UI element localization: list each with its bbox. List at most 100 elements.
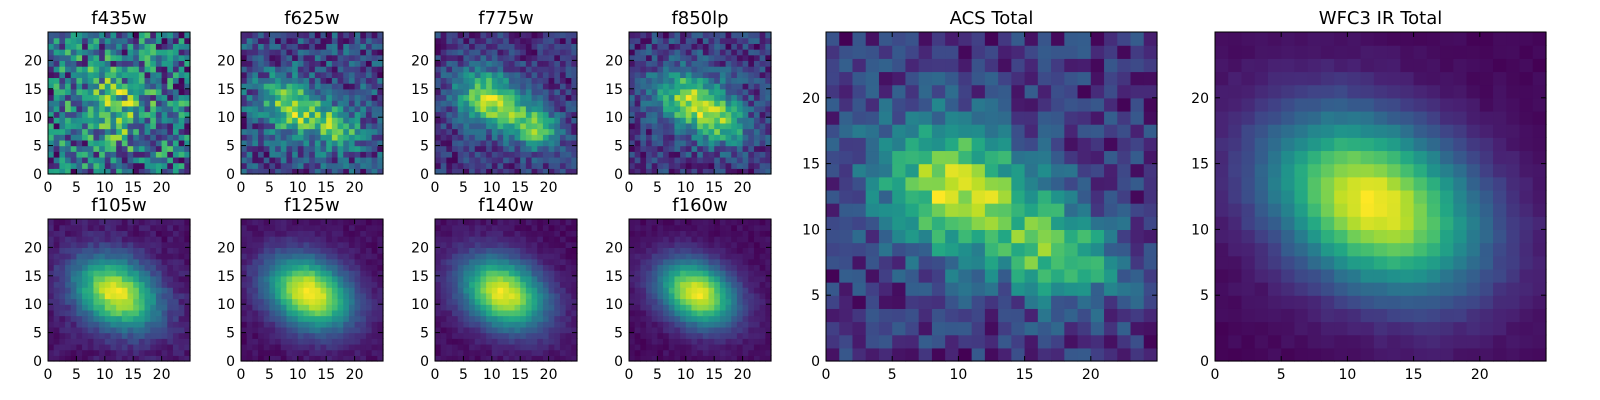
heatmap-cell <box>1347 255 1362 270</box>
heatmap-cell <box>480 145 487 152</box>
heatmap-cell <box>161 298 168 305</box>
heatmap-cell <box>714 134 721 141</box>
heatmap-cell <box>314 88 322 96</box>
heatmap-cell <box>685 105 693 113</box>
heatmap-cell <box>497 83 504 90</box>
heatmap-cell <box>503 151 510 158</box>
heatmap-cell <box>104 241 112 248</box>
heatmap-cell <box>184 287 191 294</box>
heatmap-cell <box>1334 347 1348 362</box>
heatmap-cell <box>1130 295 1145 309</box>
heatmap-cell <box>486 122 493 130</box>
heatmap-cell <box>497 94 504 101</box>
heatmap-cell <box>155 258 163 266</box>
heatmap-cell <box>246 315 253 322</box>
heatmap-cell <box>1413 150 1428 165</box>
heatmap-cell <box>657 77 664 84</box>
heatmap-cell <box>371 168 378 175</box>
heatmap-cell <box>252 355 259 362</box>
heatmap-cell <box>736 122 744 130</box>
heatmap-cell <box>59 111 66 118</box>
heatmap-cell <box>167 105 174 113</box>
heatmap-cell <box>731 37 738 44</box>
heatmap-cell <box>486 88 493 96</box>
heatmap-cell <box>116 292 123 300</box>
heatmap-cell <box>184 32 191 39</box>
heatmap-cell <box>110 49 117 56</box>
heatmap-cell <box>878 334 893 349</box>
heatmap-cell <box>852 45 867 59</box>
heatmap-cell <box>331 355 339 362</box>
heatmap-cell <box>839 84 854 99</box>
heatmap-cell <box>736 117 744 124</box>
heatmap-cell <box>110 122 117 130</box>
heatmap-cell <box>839 268 854 283</box>
heatmap-cell <box>297 270 305 277</box>
heatmap-cell <box>65 43 72 50</box>
heatmap-cell <box>337 128 344 135</box>
heatmap-cell <box>48 134 55 141</box>
heatmap-cell <box>93 134 100 141</box>
heatmap-cell <box>161 326 168 334</box>
heatmap-cell <box>691 117 698 124</box>
heatmap-cell <box>178 54 185 61</box>
heatmap-cell <box>87 60 95 67</box>
heatmap-cell <box>1493 295 1507 309</box>
heatmap-cell <box>309 77 316 84</box>
heatmap-cell <box>337 304 344 311</box>
heatmap-cell <box>852 282 867 296</box>
heatmap-cell <box>691 54 698 61</box>
heatmap-cell <box>297 145 305 152</box>
heatmap-cell <box>714 88 721 96</box>
heatmap-cell <box>554 156 561 164</box>
heatmap-cell <box>297 60 305 67</box>
heatmap-cell <box>892 84 907 99</box>
heatmap-cell <box>508 77 516 84</box>
heatmap-cell <box>59 117 66 124</box>
y-tick-label: 0 <box>811 354 820 370</box>
heatmap-cell <box>184 139 191 147</box>
heatmap-cell <box>263 270 270 277</box>
heatmap-cell <box>1320 58 1335 73</box>
heatmap-cell <box>258 128 265 135</box>
heatmap-cell <box>1104 295 1118 309</box>
heatmap-cell <box>514 134 521 141</box>
heatmap-cell <box>314 332 322 339</box>
heatmap-cell <box>537 128 544 135</box>
heatmap-cell <box>531 128 538 135</box>
heatmap-cell <box>491 134 499 141</box>
heatmap-cell <box>1347 295 1362 309</box>
heatmap-cell <box>634 60 641 67</box>
heatmap-cell <box>742 54 749 61</box>
heatmap-cell <box>1493 71 1507 86</box>
heatmap-cell <box>127 168 134 175</box>
heatmap-cell <box>178 253 185 260</box>
heatmap-cell <box>486 37 493 44</box>
heatmap-cell <box>82 315 89 322</box>
heatmap-cell <box>1493 242 1507 257</box>
heatmap-cell <box>1104 347 1118 362</box>
heatmap-cell <box>320 304 327 311</box>
heatmap-cell <box>1453 282 1468 296</box>
heatmap-cell <box>286 332 293 339</box>
heatmap-cell <box>1104 242 1118 257</box>
heatmap-cell <box>258 304 265 311</box>
heatmap-cell <box>1215 203 1229 217</box>
heatmap-cell <box>440 71 447 79</box>
heatmap-cell <box>343 88 350 96</box>
heatmap-cell <box>1307 334 1322 349</box>
heatmap-cell <box>121 326 129 334</box>
heatmap-cell <box>1254 110 1269 125</box>
heatmap-cell <box>133 94 140 101</box>
heatmap-cell <box>1334 45 1348 59</box>
heatmap-cell <box>99 253 106 260</box>
heatmap-cell <box>292 111 299 118</box>
heatmap-cell <box>719 32 727 39</box>
heatmap-cell <box>663 60 670 67</box>
heatmap-cell <box>292 134 299 141</box>
heatmap-cell <box>1104 189 1118 204</box>
heatmap-cell <box>1130 97 1145 112</box>
heatmap-cell <box>680 37 687 44</box>
heatmap-cell <box>121 139 129 147</box>
heatmap-cell <box>269 343 276 351</box>
